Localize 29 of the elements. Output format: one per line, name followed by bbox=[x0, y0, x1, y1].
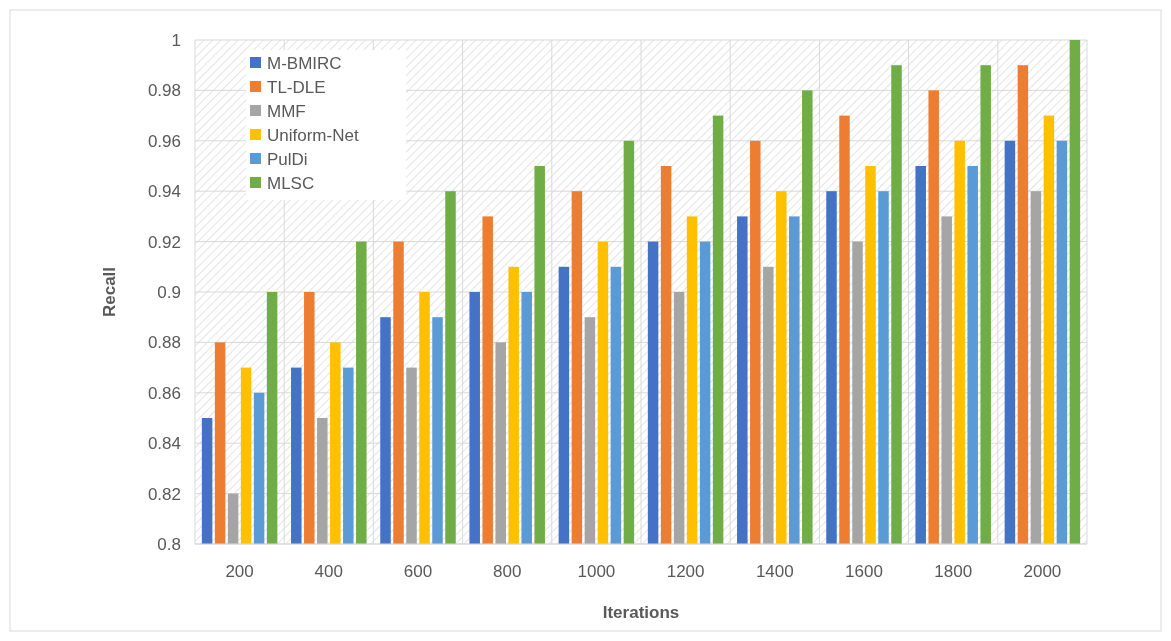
x-tick-label: 400 bbox=[314, 562, 343, 581]
x-tick-label: 1000 bbox=[577, 562, 616, 581]
x-tick-label: 1600 bbox=[845, 562, 883, 581]
y-tick-label: 0.92 bbox=[147, 232, 181, 252]
x-tick-label: 200 bbox=[225, 562, 254, 581]
legend-label: M-BMIRC bbox=[267, 53, 342, 73]
y-tick-label: 0.96 bbox=[147, 131, 181, 151]
y-tick-label: 0.88 bbox=[147, 333, 181, 353]
y-tick-label: 0.82 bbox=[147, 484, 181, 504]
y-tick-label: 0.86 bbox=[147, 383, 181, 403]
y-axis-title: Recall bbox=[100, 266, 119, 318]
y-tick-label: 0.9 bbox=[157, 282, 181, 302]
legend-label: MMF bbox=[267, 101, 306, 121]
y-tick-label: 0.8 bbox=[157, 534, 181, 554]
x-tick-label: 600 bbox=[403, 562, 433, 581]
y-tick-label: 0.84 bbox=[147, 434, 181, 454]
legend-label: MLSC bbox=[267, 173, 315, 193]
x-tick-label: 2000 bbox=[1023, 562, 1062, 581]
legend-label: Uniform-Net bbox=[267, 125, 359, 145]
x-tick-label: 1800 bbox=[934, 562, 973, 581]
y-tick-label: 1 bbox=[171, 30, 181, 50]
y-tick-label: 0.98 bbox=[147, 81, 181, 101]
x-axis-title: Iterations bbox=[602, 603, 680, 622]
x-tick-label: 800 bbox=[493, 562, 522, 581]
x-tick-label: 1200 bbox=[666, 562, 705, 581]
legend-label: TL-DLE bbox=[267, 77, 326, 97]
x-tick-label: 1400 bbox=[755, 562, 794, 581]
y-tick-label: 0.94 bbox=[147, 182, 181, 202]
legend-label: PulDi bbox=[267, 149, 308, 169]
